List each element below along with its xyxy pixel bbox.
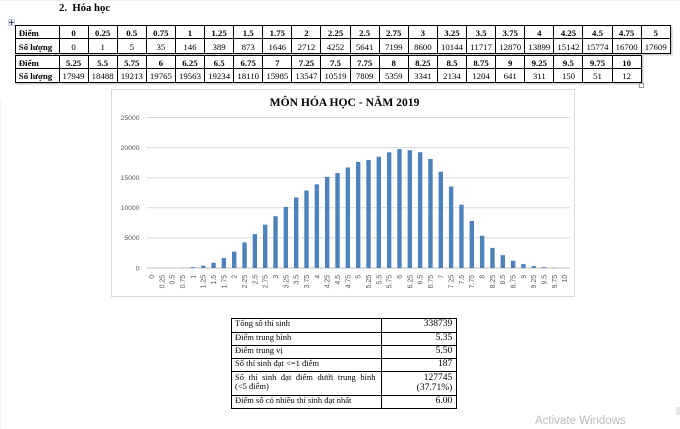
svg-text:15000: 15000 [121, 175, 140, 182]
svg-text:0: 0 [149, 275, 156, 279]
svg-text:8.5: 8.5 [500, 275, 507, 285]
svg-text:1: 1 [190, 275, 197, 279]
svg-text:2.5: 2.5 [252, 275, 259, 285]
svg-text:4.75: 4.75 [345, 275, 352, 289]
svg-text:0.75: 0.75 [180, 275, 187, 289]
svg-text:8.75: 8.75 [511, 275, 518, 289]
svg-text:1.5: 1.5 [211, 275, 218, 285]
svg-text:3: 3 [273, 275, 280, 279]
svg-text:9: 9 [521, 275, 528, 279]
svg-text:2.75: 2.75 [263, 275, 270, 289]
svg-text:10: 10 [562, 275, 569, 283]
svg-text:0.25: 0.25 [159, 275, 166, 289]
svg-text:7: 7 [438, 275, 445, 279]
svg-text:0: 0 [136, 265, 140, 272]
svg-text:10000: 10000 [121, 205, 140, 212]
svg-text:9.75: 9.75 [552, 275, 559, 289]
svg-text:5: 5 [356, 275, 363, 279]
svg-text:1.25: 1.25 [201, 275, 208, 289]
svg-text:2: 2 [232, 275, 239, 279]
svg-text:3.25: 3.25 [283, 275, 290, 289]
svg-text:5.5: 5.5 [376, 275, 383, 285]
svg-text:5.75: 5.75 [387, 275, 394, 289]
svg-text:6: 6 [397, 275, 404, 279]
svg-text:4: 4 [314, 275, 321, 279]
svg-text:0.5: 0.5 [170, 275, 177, 285]
svg-text:8: 8 [480, 275, 487, 279]
svg-text:5000: 5000 [124, 235, 139, 242]
svg-text:3.5: 3.5 [294, 275, 301, 285]
svg-text:7.25: 7.25 [449, 275, 456, 289]
svg-text:2.25: 2.25 [242, 275, 249, 289]
svg-text:6.5: 6.5 [418, 275, 425, 285]
svg-text:7.75: 7.75 [469, 275, 476, 289]
svg-text:MÔN HÓA HỌC - NĂM 2019: MÔN HÓA HỌC - NĂM 2019 [270, 95, 420, 109]
svg-text:9.25: 9.25 [531, 275, 538, 289]
svg-text:4.5: 4.5 [335, 275, 342, 285]
svg-text:5.25: 5.25 [366, 275, 373, 289]
svg-text:9.5: 9.5 [542, 275, 549, 285]
svg-text:3.75: 3.75 [304, 275, 311, 289]
svg-text:8.25: 8.25 [490, 275, 497, 289]
svg-text:7.5: 7.5 [459, 275, 466, 285]
svg-text:20000: 20000 [121, 145, 140, 152]
svg-text:6.25: 6.25 [407, 275, 414, 289]
svg-text:6.75: 6.75 [428, 275, 435, 289]
svg-text:4.25: 4.25 [325, 275, 332, 289]
svg-text:1.75: 1.75 [221, 275, 228, 289]
svg-text:25000: 25000 [121, 115, 140, 122]
